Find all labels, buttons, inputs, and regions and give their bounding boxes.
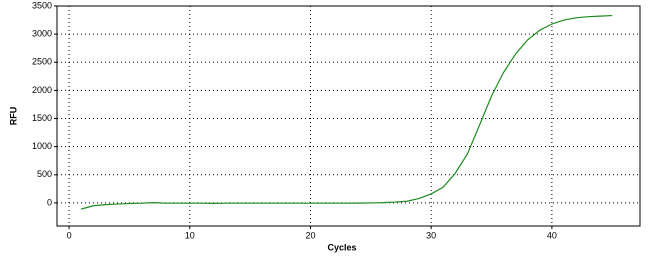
y-tick-label: 500: [37, 169, 52, 179]
y-tick-label: 2500: [32, 57, 52, 67]
x-tick-label: 30: [426, 230, 436, 240]
y-tick-label: 0: [47, 197, 52, 207]
x-tick-label: 20: [305, 230, 315, 240]
data-line: [80, 14, 613, 210]
x-tick-label: 40: [547, 230, 557, 240]
plot-frame: [56, 5, 641, 227]
x-tick-label: 10: [185, 230, 195, 240]
y-tick-label: 3000: [32, 29, 52, 39]
y-axis-label: RFU: [8, 107, 18, 126]
y-tick-label: 1500: [32, 113, 52, 123]
y-tick-label: 1000: [32, 141, 52, 151]
x-tick-label: 0: [67, 230, 72, 240]
y-tick-label: 2000: [32, 85, 52, 95]
x-axis-label: Cycles: [327, 242, 356, 252]
y-tick-label: 3500: [32, 0, 52, 10]
